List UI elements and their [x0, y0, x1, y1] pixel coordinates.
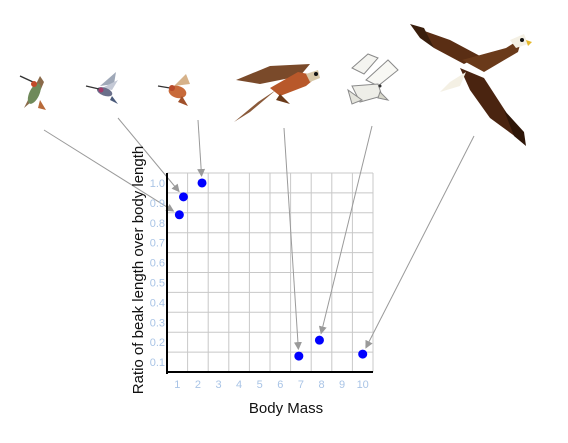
y-tick-label: 0.5	[150, 277, 165, 289]
x-tick-label: 3	[215, 379, 221, 391]
pointer-hummingbird-2	[117, 117, 180, 193]
x-tick-label: 7	[298, 379, 304, 391]
data-point-white-falcon	[314, 335, 324, 345]
chart-grid	[166, 172, 374, 373]
y-tick-label: 0.4	[150, 297, 165, 309]
hummingbird-3-icon	[157, 74, 190, 106]
pointer-white-falcon	[318, 125, 373, 335]
falcon-icon	[347, 53, 399, 105]
bird-illustrations	[19, 24, 532, 146]
y-tick-label: 0.9	[150, 198, 165, 210]
x-axis-title: Body Mass	[249, 400, 323, 417]
y-tick-label: 0.6	[150, 258, 165, 270]
pointer-eagle	[365, 135, 475, 349]
data-point-eagle	[358, 349, 368, 359]
y-tick-labels: 0.1 0.2 0.3 0.4 0.5 0.6 0.7 0.8 0.9 1.0	[150, 178, 165, 369]
hummingbird-1-icon	[19, 75, 46, 110]
y-tick-label: 0.8	[150, 218, 165, 230]
hummingbird-2-icon	[85, 72, 118, 104]
x-tick-label: 10	[357, 379, 369, 391]
data-point-hummingbird-2	[178, 192, 188, 202]
kestrel-icon	[234, 64, 320, 122]
y-tick-label: 0.3	[150, 317, 165, 329]
pointer-hummingbird-1	[43, 129, 175, 212]
data-point-hummingbird-1	[174, 210, 184, 220]
x-tick-label: 1	[174, 379, 180, 391]
data-point-kestrel	[294, 351, 304, 361]
x-tick-label: 6	[277, 379, 283, 391]
data-points	[174, 178, 368, 361]
x-tick-label: 4	[236, 379, 242, 391]
y-tick-label: 0.1	[150, 357, 165, 369]
x-tick-label: 8	[318, 379, 324, 391]
chart-axes	[166, 173, 373, 374]
pointer-hummingbird-3	[197, 119, 206, 177]
x-tick-labels: 1 2 3 4 5 6 7 8 9 10	[174, 379, 369, 391]
x-tick-label: 5	[257, 379, 263, 391]
x-tick-label: 9	[339, 379, 345, 391]
pointer-kestrel	[283, 127, 302, 351]
eagle-icon	[410, 24, 532, 146]
y-axis-title: Ratio of beak length over body length	[130, 146, 147, 395]
y-tick-label: 0.7	[150, 238, 165, 250]
bird-pointer-lines	[43, 117, 475, 351]
y-tick-label: 0.2	[150, 337, 165, 349]
data-point-hummingbird-3	[197, 178, 207, 188]
x-tick-label: 2	[195, 379, 201, 391]
y-tick-label: 1.0	[150, 178, 165, 190]
